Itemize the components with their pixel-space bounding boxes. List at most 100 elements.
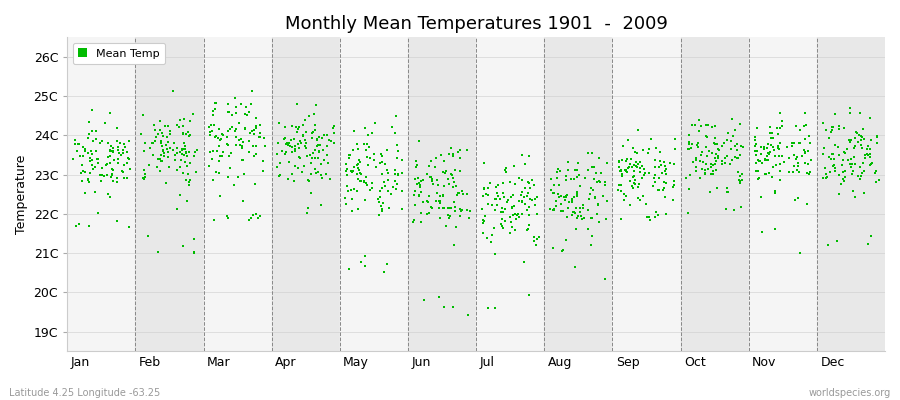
Point	[115, 146, 130, 153]
Point	[446, 198, 461, 205]
Point	[629, 159, 643, 165]
Point	[176, 146, 191, 152]
Point	[584, 164, 598, 170]
Point	[302, 113, 316, 119]
Point	[721, 130, 735, 137]
Point	[494, 209, 508, 215]
Point	[556, 208, 571, 214]
Point	[282, 159, 296, 165]
Point	[586, 187, 600, 193]
Point	[760, 152, 775, 159]
Point	[652, 175, 666, 181]
Point	[173, 149, 187, 155]
Point	[156, 147, 170, 153]
Point	[253, 134, 267, 140]
Point	[512, 197, 526, 204]
Point	[85, 151, 99, 157]
Point	[106, 167, 121, 174]
Point	[229, 134, 243, 140]
Point	[490, 189, 504, 196]
Point	[169, 150, 184, 156]
Point	[163, 144, 177, 151]
Point	[434, 152, 448, 158]
Point	[461, 312, 475, 318]
Point	[491, 182, 505, 188]
Point	[342, 266, 356, 272]
Point	[823, 169, 837, 175]
Point	[690, 144, 705, 150]
Point	[819, 175, 833, 181]
Point	[202, 163, 217, 169]
Point	[862, 115, 877, 121]
Point	[451, 190, 465, 196]
Point	[835, 162, 850, 168]
Point	[731, 168, 745, 175]
Point	[213, 153, 228, 159]
Point	[103, 194, 117, 200]
Point	[834, 181, 849, 187]
Point	[220, 140, 234, 147]
Point	[847, 145, 861, 151]
Point	[567, 194, 581, 200]
Point	[750, 168, 764, 174]
Point	[761, 157, 776, 164]
Point	[451, 148, 465, 155]
Point	[138, 140, 152, 146]
Point	[495, 205, 509, 211]
Point	[282, 140, 296, 146]
Point	[91, 160, 105, 166]
Point	[245, 128, 259, 134]
Point	[491, 193, 505, 199]
Point	[612, 182, 626, 188]
Point	[248, 126, 262, 133]
Point	[831, 144, 845, 150]
Point	[838, 150, 852, 157]
Point	[521, 225, 535, 232]
Point	[99, 162, 113, 168]
Point	[857, 189, 871, 196]
Point	[91, 156, 105, 163]
Point	[851, 173, 866, 179]
Point	[656, 185, 670, 192]
Point	[724, 138, 738, 144]
Point	[522, 152, 536, 159]
Point	[136, 112, 150, 118]
Point	[797, 160, 812, 166]
Point	[795, 153, 809, 159]
Point	[559, 176, 573, 183]
Point	[843, 110, 858, 116]
Point	[768, 226, 782, 232]
Point	[151, 131, 166, 137]
Point	[682, 141, 697, 147]
Point	[592, 155, 607, 162]
Point	[820, 242, 834, 248]
Point	[391, 171, 405, 177]
Point	[477, 160, 491, 166]
Point	[614, 168, 628, 174]
Point	[799, 170, 814, 177]
Point	[788, 156, 803, 162]
Point	[247, 153, 261, 160]
Point	[277, 124, 292, 130]
Point	[425, 205, 439, 212]
Point	[454, 188, 469, 194]
Point	[104, 174, 118, 180]
Point	[511, 174, 526, 181]
Point	[527, 238, 542, 244]
Point	[453, 206, 467, 212]
Point	[105, 148, 120, 155]
Point	[490, 196, 504, 202]
Point	[782, 169, 796, 176]
Point	[311, 134, 326, 140]
Point	[569, 226, 583, 232]
Point	[848, 142, 862, 149]
Point	[385, 184, 400, 190]
Point	[705, 150, 719, 156]
Point	[122, 166, 137, 172]
Point	[251, 215, 266, 221]
Point	[338, 160, 353, 167]
Point	[868, 170, 882, 176]
Point	[575, 215, 590, 222]
Point	[357, 141, 372, 148]
Point	[416, 176, 430, 183]
